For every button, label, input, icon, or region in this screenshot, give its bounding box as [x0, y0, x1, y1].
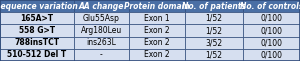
Text: 0/100: 0/100 [260, 50, 283, 59]
Bar [129, 0, 184, 12]
Text: No. of controls: No. of controls [240, 2, 300, 11]
Text: 0/100: 0/100 [260, 26, 283, 35]
Bar [74, 37, 129, 49]
Text: -: - [100, 50, 103, 59]
Text: Arg180Leu: Arg180Leu [81, 26, 122, 35]
Bar [74, 12, 129, 24]
Text: 788insTCT: 788insTCT [14, 38, 59, 47]
Text: 0/100: 0/100 [260, 38, 283, 47]
Text: 165A>T: 165A>T [20, 14, 53, 23]
Text: Sequence variation: Sequence variation [0, 2, 78, 11]
Text: Exon 2: Exon 2 [144, 38, 170, 47]
Bar [243, 49, 300, 61]
Text: 1/52: 1/52 [205, 26, 222, 35]
Bar [0, 37, 74, 49]
Text: No. of patients: No. of patients [182, 2, 246, 11]
Text: 0/100: 0/100 [260, 14, 283, 23]
Bar [0, 24, 74, 37]
Text: Protein domain: Protein domain [124, 2, 190, 11]
Text: ins263L: ins263L [86, 38, 116, 47]
Bar [129, 37, 184, 49]
Text: 1/52: 1/52 [205, 14, 222, 23]
Bar [184, 37, 243, 49]
Text: Exon 1: Exon 1 [144, 14, 170, 23]
Bar [243, 24, 300, 37]
Bar [0, 12, 74, 24]
Bar [243, 37, 300, 49]
Text: 3/52: 3/52 [205, 38, 222, 47]
Text: Exon 2: Exon 2 [144, 26, 170, 35]
Bar [74, 24, 129, 37]
Text: AA change: AA change [79, 2, 124, 11]
Bar [243, 0, 300, 12]
Bar [74, 0, 129, 12]
Bar [184, 12, 243, 24]
Bar [184, 49, 243, 61]
Bar [184, 24, 243, 37]
Bar [129, 12, 184, 24]
Bar [184, 0, 243, 12]
Bar [0, 0, 74, 12]
Bar [0, 49, 74, 61]
Bar [129, 49, 184, 61]
Text: 558 G>T: 558 G>T [19, 26, 55, 35]
Text: 510-512 Del T: 510-512 Del T [7, 50, 66, 59]
Bar [129, 24, 184, 37]
Bar [243, 12, 300, 24]
Text: Exon 2: Exon 2 [144, 50, 170, 59]
Text: Glu55Asp: Glu55Asp [83, 14, 120, 23]
Text: 1/52: 1/52 [205, 50, 222, 59]
Bar [74, 49, 129, 61]
